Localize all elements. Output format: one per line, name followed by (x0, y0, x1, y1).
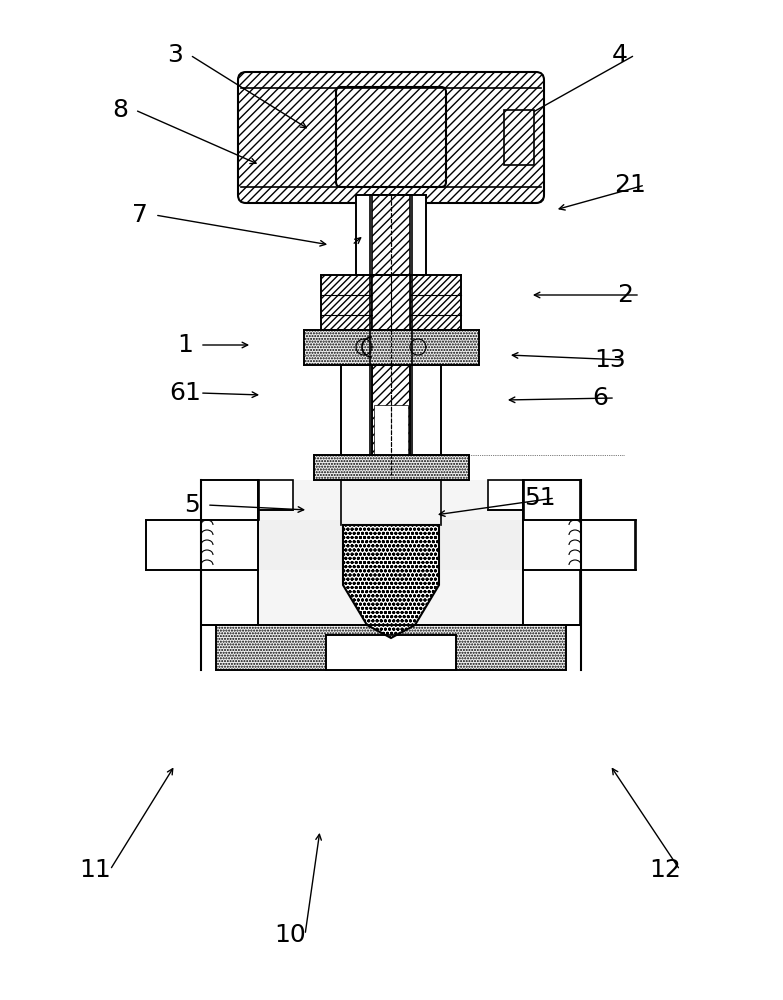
Text: 5: 5 (184, 493, 200, 517)
Bar (259, 480, 524, 625)
Bar (523, 520, 635, 570)
Text: 6: 6 (592, 386, 608, 410)
Polygon shape (343, 525, 439, 638)
Bar (356, 195, 426, 275)
Text: 13: 13 (594, 348, 626, 372)
Bar (488, 480, 523, 510)
Bar (372, 365, 410, 455)
Text: 51: 51 (524, 486, 556, 510)
Bar (216, 625, 566, 670)
Bar (504, 110, 534, 165)
Bar (258, 480, 293, 510)
Bar (372, 195, 410, 275)
Bar (304, 330, 479, 365)
Bar (314, 455, 469, 480)
Bar (201, 480, 258, 625)
Bar (341, 365, 441, 455)
Text: 2: 2 (617, 283, 633, 307)
FancyBboxPatch shape (336, 87, 446, 187)
Bar (523, 480, 580, 625)
Bar (146, 520, 258, 570)
Bar (326, 635, 456, 670)
Text: 21: 21 (614, 173, 646, 197)
Text: 1: 1 (177, 333, 193, 357)
Bar (374, 405, 408, 455)
Bar (259, 520, 524, 570)
FancyBboxPatch shape (238, 72, 544, 203)
Text: 4: 4 (612, 43, 628, 67)
Bar (321, 275, 372, 330)
Text: 11: 11 (79, 858, 111, 882)
Text: 10: 10 (274, 923, 306, 947)
Text: 61: 61 (169, 381, 201, 405)
Text: 7: 7 (132, 203, 148, 227)
Text: 12: 12 (649, 858, 681, 882)
Bar (372, 275, 410, 330)
Bar (410, 275, 461, 330)
Text: 8: 8 (112, 98, 128, 122)
Text: 3: 3 (167, 43, 183, 67)
